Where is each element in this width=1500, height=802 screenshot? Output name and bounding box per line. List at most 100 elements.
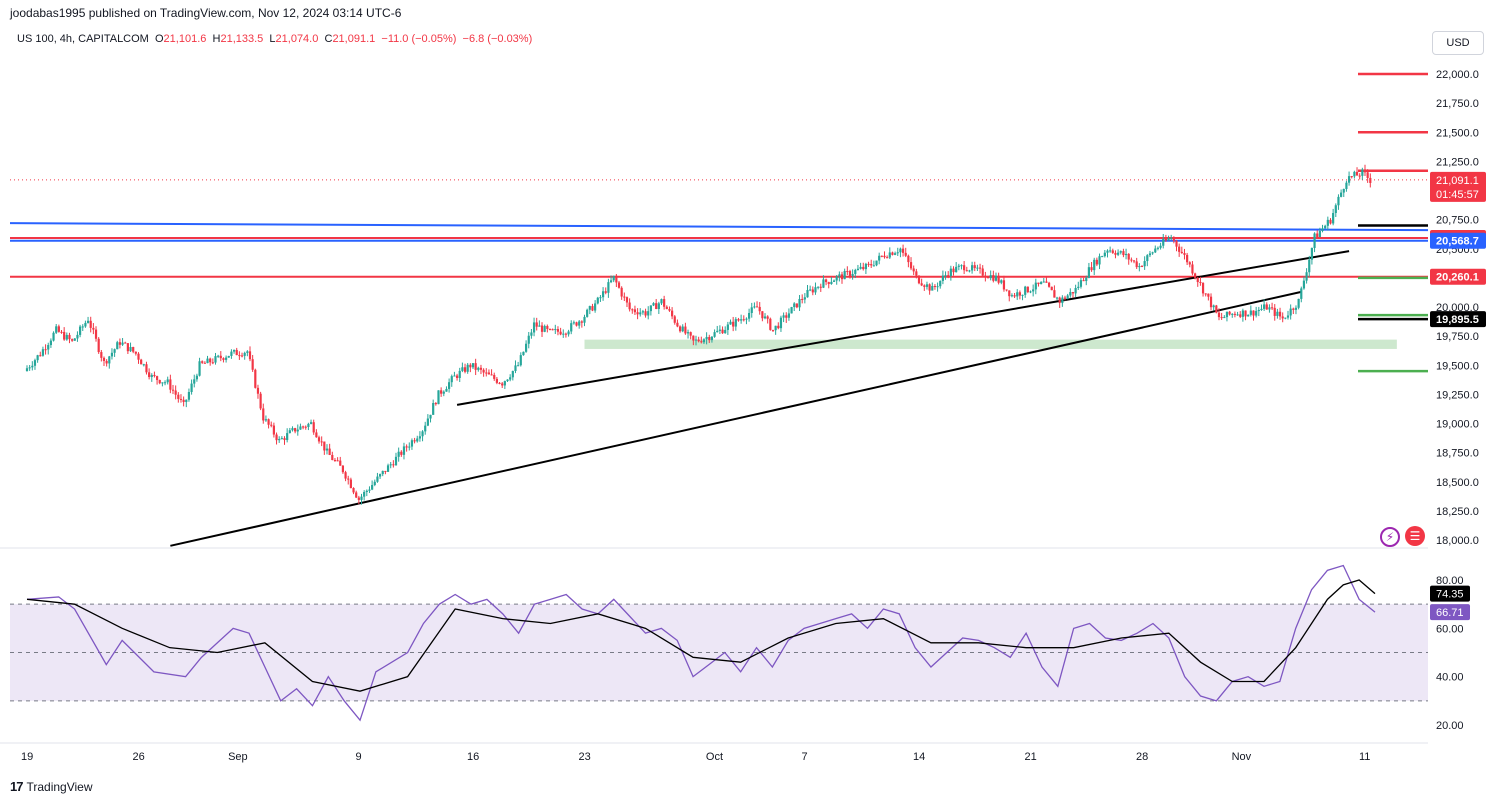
candle-body[interactable] (668, 309, 671, 311)
candle-body[interactable] (33, 360, 37, 366)
candle-body[interactable] (604, 291, 607, 293)
candle-body[interactable] (211, 362, 214, 364)
candle-body[interactable] (378, 474, 382, 477)
candle-body[interactable] (1260, 308, 1263, 310)
candle-body[interactable] (607, 282, 610, 293)
candle-body[interactable] (601, 291, 605, 298)
candle-body[interactable] (1297, 298, 1300, 308)
candle-body[interactable] (1175, 240, 1178, 247)
candle-body[interactable] (309, 422, 313, 424)
candle-body[interactable] (1209, 296, 1213, 308)
candle-body[interactable] (848, 271, 852, 276)
candle-body[interactable] (1347, 176, 1351, 183)
candle-body[interactable] (901, 248, 905, 253)
candle-body[interactable] (957, 265, 960, 267)
candle-body[interactable] (254, 369, 257, 388)
candle-body[interactable] (1103, 252, 1106, 257)
blue-trend-line[interactable] (9, 222, 1429, 232)
candle-body[interactable] (155, 376, 159, 380)
candle-body[interactable] (240, 355, 244, 357)
candle-body[interactable] (1029, 291, 1032, 293)
candle-body[interactable] (540, 325, 544, 332)
candle-body[interactable] (1305, 272, 1308, 281)
candle-body[interactable] (1355, 171, 1359, 176)
candle-body[interactable] (978, 267, 982, 269)
candle-body[interactable] (1005, 289, 1008, 291)
candle-body[interactable] (724, 329, 727, 334)
candle-body[interactable] (1353, 171, 1356, 177)
candle-body[interactable] (333, 460, 337, 462)
candle-body[interactable] (81, 326, 84, 328)
candle-body[interactable] (1178, 246, 1181, 252)
candle-body[interactable] (182, 399, 185, 403)
candle-body[interactable] (126, 343, 129, 352)
candle-body[interactable] (663, 299, 666, 307)
candle-body[interactable] (498, 382, 501, 384)
candle-body[interactable] (349, 479, 352, 489)
candle-body[interactable] (878, 255, 881, 261)
candle-body[interactable] (1079, 280, 1083, 287)
candle-body[interactable] (697, 339, 700, 342)
candle-body[interactable] (1239, 314, 1242, 317)
candle-body[interactable] (1016, 292, 1019, 297)
candle-body[interactable] (1122, 251, 1125, 256)
candle-body[interactable] (1040, 282, 1043, 285)
candle-body[interactable] (264, 419, 268, 421)
candle-body[interactable] (1050, 286, 1053, 291)
candle-body[interactable] (519, 355, 522, 366)
candle-body[interactable] (44, 349, 47, 351)
candle-body[interactable] (1241, 310, 1244, 317)
candle-body[interactable] (1191, 264, 1194, 274)
candle-body[interactable] (1167, 238, 1170, 241)
rsi-line[interactable] (26, 564, 1376, 722)
candle-body[interactable] (448, 382, 451, 389)
candle-body[interactable] (984, 275, 987, 278)
candle-body[interactable] (1106, 250, 1109, 253)
candle-body[interactable] (880, 255, 883, 257)
candle-body[interactable] (1186, 254, 1189, 263)
candle-body[interactable] (755, 306, 759, 308)
candle-body[interactable] (1090, 267, 1093, 271)
candle-body[interactable] (455, 375, 459, 378)
candle-body[interactable] (543, 325, 546, 332)
candle-body[interactable] (1231, 313, 1234, 315)
candle-body[interactable] (968, 270, 971, 272)
candle-body[interactable] (1098, 256, 1101, 265)
candle-body[interactable] (708, 336, 711, 341)
candle-body[interactable] (594, 303, 597, 311)
candle-body[interactable] (201, 361, 204, 363)
candle-body[interactable] (1204, 293, 1207, 295)
candle-body[interactable] (94, 329, 98, 339)
candle-body[interactable] (909, 262, 913, 269)
candle-body[interactable] (105, 360, 108, 364)
candle-body[interactable] (506, 379, 509, 382)
candle-body[interactable] (790, 307, 793, 314)
candle-body[interactable] (530, 332, 533, 336)
candle-body[interactable] (870, 264, 873, 266)
candle-body[interactable] (1278, 311, 1282, 317)
candle-body[interactable] (400, 451, 403, 455)
candle-body[interactable] (1220, 317, 1223, 319)
candle-body[interactable] (1313, 233, 1316, 248)
candle-body[interactable] (1284, 317, 1287, 319)
candle-body[interactable] (55, 326, 58, 333)
candle-body[interactable] (102, 357, 106, 361)
candle-body[interactable] (827, 282, 830, 285)
candle-body[interactable] (174, 390, 177, 395)
candle-body[interactable] (1292, 308, 1295, 310)
candle-body[interactable] (673, 316, 676, 323)
candle-body[interactable] (331, 454, 334, 461)
candle-body[interactable] (363, 491, 366, 497)
candle-body[interactable] (1066, 295, 1069, 299)
candle-body[interactable] (732, 321, 735, 327)
candle-body[interactable] (694, 339, 698, 341)
candle-body[interactable] (466, 364, 469, 372)
candle-body[interactable] (1180, 251, 1183, 254)
candle-body[interactable] (145, 364, 148, 373)
candle-body[interactable] (301, 426, 305, 428)
candle-body[interactable] (891, 252, 894, 255)
candle-body[interactable] (625, 297, 629, 303)
candle-body[interactable] (609, 280, 613, 283)
candle-body[interactable] (413, 440, 416, 442)
